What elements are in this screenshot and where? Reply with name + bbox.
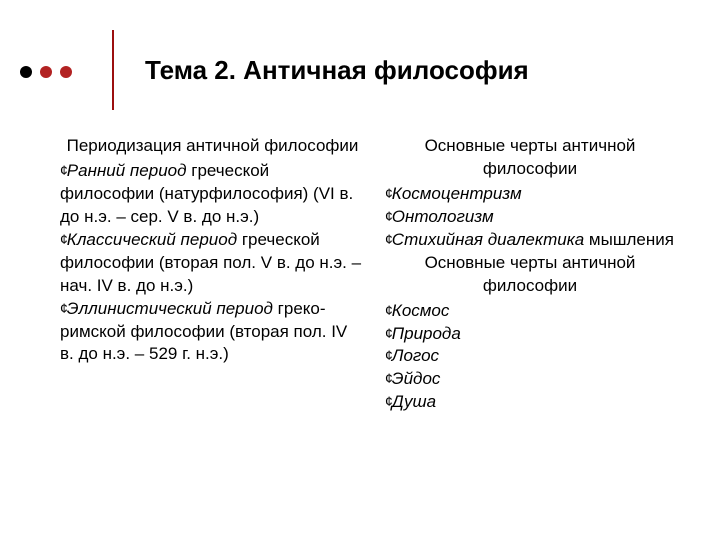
list-item-emph: Природа	[392, 324, 461, 343]
right-column: Основные черты античной философии ¢Космо…	[385, 135, 675, 414]
list-item-emph: Душа	[392, 392, 436, 411]
slide-title: Тема 2. Античная философия	[145, 55, 529, 86]
decor-bullet	[40, 66, 52, 78]
bullet-icon: ¢	[385, 325, 391, 341]
list-item-emph: Космоцентризм	[392, 184, 522, 203]
list-item-emph: Космос	[392, 301, 450, 320]
bullet-icon: ¢	[385, 185, 391, 201]
list-item: ¢Эллинистический период греко-римской фи…	[60, 298, 365, 367]
bullet-icon: ¢	[60, 162, 66, 178]
bullet-icon: ¢	[60, 300, 66, 316]
decor-vline	[112, 30, 114, 110]
list-item-emph: Логос	[392, 346, 439, 365]
list-item: ¢Душа	[385, 391, 675, 414]
list-item: ¢Логос	[385, 345, 675, 368]
list-item: ¢Ранний период греческой философии (нату…	[60, 160, 365, 229]
bullet-icon: ¢	[385, 370, 391, 386]
list-item: ¢Природа	[385, 323, 675, 346]
bullet-icon: ¢	[385, 393, 391, 409]
left-heading: Периодизация античной философии	[60, 135, 365, 158]
list-item-emph: Ранний период	[67, 161, 187, 180]
right-heading-2: Основные черты античной философии	[385, 252, 675, 298]
list-item: ¢Стихийная диалектика мышления	[385, 229, 675, 252]
list-item-emph: Эйдос	[392, 369, 441, 388]
bullet-icon: ¢	[385, 347, 391, 363]
right-list-2: ¢Космос¢Природа¢Логос¢Эйдос¢Душа	[385, 300, 675, 415]
right-list-1: ¢Космоцентризм¢Онтологизм¢Стихийная диал…	[385, 183, 675, 252]
list-item-emph: Онтологизм	[392, 207, 494, 226]
list-item: ¢Космоцентризм	[385, 183, 675, 206]
list-item-emph: Стихийная диалектика	[392, 230, 584, 249]
list-item-emph: Эллинистический период	[67, 299, 273, 318]
list-item-rest: мышления	[584, 230, 674, 249]
right-heading-1: Основные черты античной философии	[385, 135, 675, 181]
decor-bullet	[60, 66, 72, 78]
bullet-icon: ¢	[385, 302, 391, 318]
list-item: ¢Классический период греческой философии…	[60, 229, 365, 298]
decor-bullets	[20, 66, 72, 78]
list-item: ¢Космос	[385, 300, 675, 323]
decor-bullet	[20, 66, 32, 78]
list-item: ¢Эйдос	[385, 368, 675, 391]
bullet-icon: ¢	[385, 231, 391, 247]
content-area: Периодизация античной философии ¢Ранний …	[60, 135, 690, 414]
bullet-icon: ¢	[60, 231, 66, 247]
list-item: ¢Онтологизм	[385, 206, 675, 229]
list-item-emph: Классический период	[67, 230, 237, 249]
left-list: ¢Ранний период греческой философии (нату…	[60, 160, 365, 366]
bullet-icon: ¢	[385, 208, 391, 224]
left-column: Периодизация античной философии ¢Ранний …	[60, 135, 365, 414]
